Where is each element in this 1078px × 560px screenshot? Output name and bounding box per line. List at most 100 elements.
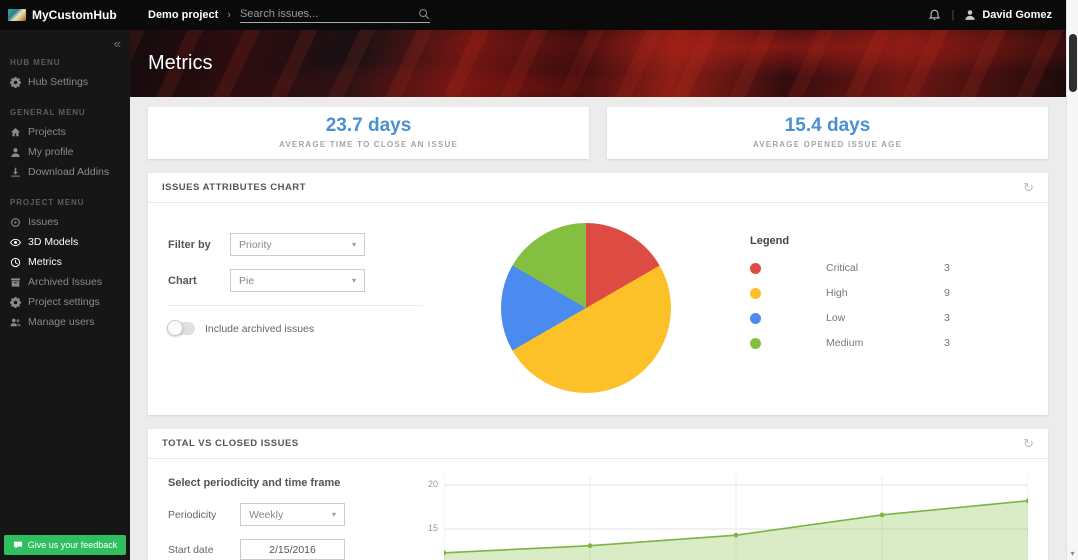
legend-label: Critical [826,262,859,274]
archived-toggle-row: Include archived issues [167,320,423,336]
include-archived-label: Include archived issues [205,322,315,335]
page-title: Metrics [148,52,213,74]
search-bar[interactable] [239,7,430,23]
legend-label: Low [826,312,846,324]
sidebar-item-label: Archived Issues [28,275,103,288]
periodicity-select[interactable]: Weekly ▾ [240,503,345,526]
sidebar-item-label: Issues [28,215,59,228]
notifications-bell-icon[interactable] [928,9,941,22]
sidebar-item-label: Hub Settings [28,75,89,88]
total-vs-closed-panel: TOTAL VS CLOSED ISSUES ↻ Select periodic… [148,429,1048,560]
sidebar-section-general-menu: GENERAL MENU [10,108,86,117]
user-name[interactable]: David Gomez [982,9,1052,21]
sidebar-item-label: Project settings [28,295,100,308]
sidebar-item-label: Metrics [28,255,62,268]
filter-by-select[interactable]: Priority ▾ [230,233,365,256]
search-input[interactable] [239,7,418,20]
chart-type-label: Chart [168,274,197,287]
area-chart-region: 20 15 [418,475,1028,560]
periodicity-label: Periodicity [168,508,217,521]
chart-type-row: Chart Pie ▾ [168,269,423,292]
chat-icon [13,540,23,550]
sidebar-item-my-profile[interactable]: My profile [0,142,130,162]
breadcrumb-separator-icon: › [227,9,231,21]
sidebar-item-label: Manage users [28,315,95,328]
user-icon [10,147,21,158]
legend-color-dot [750,337,761,349]
panel-body: Select periodicity and time frame Period… [148,459,1048,560]
refresh-icon[interactable]: ↻ [1023,435,1034,451]
sidebar-collapse-icon[interactable]: « [113,36,121,51]
pie-chart[interactable] [500,223,671,393]
sidebar-item-hub-settings[interactable]: Hub Settings [0,72,130,92]
home-icon [10,127,21,138]
start-date-input[interactable] [240,539,345,560]
sidebar-section-hub-menu: HUB MENU [10,58,61,67]
start-date-label: Start date [168,543,214,556]
legend-row-medium: Medium 3 [748,337,1028,349]
sidebar-item-label: Projects [28,125,66,138]
page-scrollbar[interactable]: ▾ [1066,0,1078,560]
panel-header: TOTAL VS CLOSED ISSUES ↻ [148,429,1048,459]
periodicity-value: Weekly [249,508,284,521]
stat-card-close-time: 23.7 days AVERAGE TIME TO CLOSE AN ISSUE [148,107,589,159]
scrollbar-thumb[interactable] [1069,34,1077,92]
eye-icon [10,237,21,248]
chevron-down-icon: ▾ [331,510,336,519]
pie-chart-area [423,221,748,393]
sidebar-item-metrics[interactable]: Metrics [0,252,130,272]
legend-title: Legend [750,235,790,247]
sidebar-item-label: Download Addins [28,165,110,178]
stats-row: 23.7 days AVERAGE TIME TO CLOSE AN ISSUE… [148,107,1048,159]
scroll-down-arrow-icon[interactable]: ▾ [1070,549,1075,558]
include-archived-toggle[interactable] [167,320,195,336]
gear-icon [10,77,21,88]
main-content: 23.7 days AVERAGE TIME TO CLOSE AN ISSUE… [130,97,1066,560]
filter-by-row: Filter by Priority ▾ [168,233,423,256]
sidebar: « HUB MENU Hub Settings GENERAL MENU Pro… [0,30,130,560]
sidebar-item-3d-models[interactable]: 3D Models [0,232,130,252]
sidebar-item-label: My profile [28,145,74,158]
sidebar-item-manage-users[interactable]: Manage users [0,312,130,332]
sidebar-item-issues[interactable]: Issues [0,212,130,232]
sidebar-item-projects[interactable]: Projects [0,122,130,142]
breadcrumb-project[interactable]: Demo project [148,9,219,21]
sidebar-item-archived-issues[interactable]: Archived Issues [0,272,130,292]
user-avatar-icon[interactable] [964,9,976,21]
sidebar-item-label: 3D Models [28,235,79,248]
legend-count: 3 [944,337,950,349]
stat-label: AVERAGE OPENED ISSUE AGE [752,140,903,149]
legend-color-dot [750,312,761,324]
gear-icon [10,297,21,308]
periodicity-row: Periodicity Weekly ▾ [168,503,418,526]
topbar: MyCustomHub Demo project › | David Gomez [0,0,1066,30]
legend-row-critical: Critical 3 [748,262,1028,274]
chart-controls: Filter by Priority ▾ Chart Pie ▾ [167,221,423,336]
panel-body: Filter by Priority ▾ Chart Pie ▾ [148,203,1048,415]
legend-count: 9 [944,287,950,299]
stat-card-opened-age: 15.4 days AVERAGE OPENED ISSUE AGE [607,107,1048,159]
sidebar-item-project-settings[interactable]: Project settings [0,292,130,312]
periodicity-controls: Select periodicity and time frame Period… [168,475,418,560]
panel-title: ISSUES ATTRIBUTES CHART [162,182,306,193]
toggle-knob [167,320,183,336]
legend-color-dot [750,262,761,274]
refresh-icon[interactable]: ↻ [1023,179,1034,195]
logo-image [8,9,26,21]
area-y-tick: 20 [427,479,438,489]
chart-type-select[interactable]: Pie ▾ [230,269,365,292]
legend-color-dot [750,287,761,299]
feedback-button-label: Give us your feedback [27,540,118,550]
search-icon[interactable] [418,8,430,20]
feedback-button[interactable]: Give us your feedback [4,535,126,555]
chevron-down-icon: ▾ [351,240,356,249]
sidebar-item-download-addins[interactable]: Download Addins [0,162,130,182]
archive-icon [10,277,21,288]
download-icon [10,167,21,178]
legend-row-high: High 9 [748,287,1028,299]
filter-by-value: Priority [239,238,272,251]
app-title: MyCustomHub [32,8,117,22]
legend-label: Medium [826,337,864,349]
app-logo[interactable]: MyCustomHub [0,8,130,22]
stat-value: 15.4 days [784,115,871,136]
